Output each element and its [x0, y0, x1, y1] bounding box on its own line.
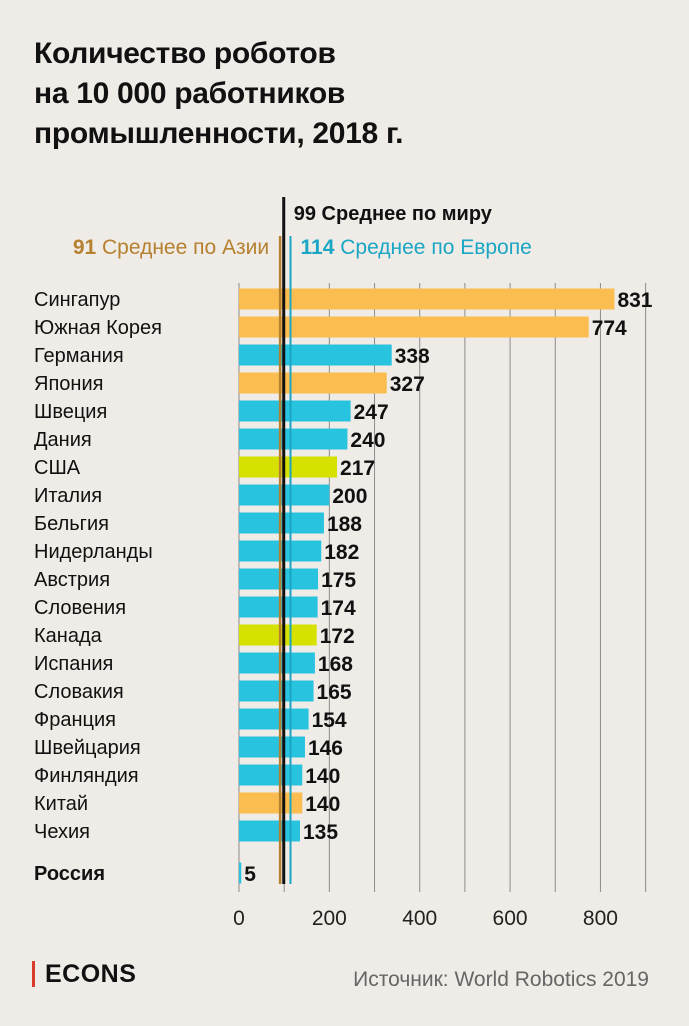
- brand-name: ECONS: [45, 959, 137, 988]
- reference-label-asia: 91 Среднее по Азии: [73, 236, 269, 259]
- data-label: 174: [321, 597, 356, 620]
- category-label: Канада: [34, 625, 103, 647]
- brand-accent-bar: [32, 961, 35, 987]
- category-label: Южная Корея: [34, 317, 162, 339]
- category-label: Нидерланды: [34, 541, 153, 563]
- data-label: 154: [312, 709, 347, 732]
- category-label: Испания: [34, 653, 113, 675]
- bar: [239, 792, 303, 814]
- data-label: 146: [308, 737, 343, 760]
- bar: [239, 680, 314, 702]
- category-label: Россия: [34, 863, 105, 885]
- data-label: 175: [321, 569, 356, 592]
- bar: [239, 372, 387, 394]
- data-label: 240: [350, 429, 385, 452]
- reference-label-world: 99 Среднее по миру: [294, 203, 493, 225]
- category-label: Италия: [34, 485, 102, 507]
- title-line-3: промышленности, 2018 г.: [34, 117, 404, 150]
- title-line-2: на 10 000 работников: [34, 77, 345, 110]
- data-label: 338: [395, 345, 430, 368]
- category-label: Австрия: [34, 569, 110, 591]
- x-tick-label: 400: [402, 907, 437, 930]
- x-tick-label: 800: [583, 907, 618, 930]
- bar: [239, 708, 309, 730]
- category-label: Швейцария: [34, 737, 141, 759]
- bar: [239, 428, 348, 450]
- data-label: 200: [332, 485, 367, 508]
- bar: [239, 862, 242, 884]
- data-label: 135: [303, 821, 338, 844]
- category-label: Япония: [34, 373, 103, 395]
- source-note: Источник: World Robotics 2019: [353, 968, 649, 991]
- category-label: Франция: [34, 709, 116, 731]
- bar: [239, 736, 305, 758]
- data-label: 188: [327, 513, 362, 536]
- x-tick-label: 200: [312, 907, 347, 930]
- data-label: 217: [340, 457, 375, 480]
- data-label: 831: [617, 289, 652, 312]
- category-label: Словения: [34, 597, 126, 619]
- data-label: 165: [317, 681, 352, 704]
- bar: [239, 316, 589, 338]
- bar: [239, 568, 319, 590]
- category-label: Словакия: [34, 681, 124, 703]
- bar: [239, 652, 315, 674]
- bar: [239, 400, 351, 422]
- category-label: Швеция: [34, 401, 107, 423]
- category-label: Китай: [34, 793, 88, 815]
- bar: [239, 624, 317, 646]
- data-label: 182: [324, 541, 359, 564]
- data-label: 172: [320, 625, 355, 648]
- category-label: США: [34, 457, 81, 479]
- data-label: 774: [592, 317, 627, 340]
- bar: [239, 764, 303, 786]
- data-label: 247: [354, 401, 389, 424]
- bar: [239, 344, 392, 366]
- brand-logo: ECONS: [32, 958, 136, 990]
- category-label: Чехия: [34, 821, 90, 843]
- data-label: 168: [318, 653, 353, 676]
- category-label: Сингапур: [34, 289, 120, 311]
- x-tick-label: 600: [493, 907, 528, 930]
- category-label: Дания: [34, 429, 92, 451]
- x-tick-label: 0: [233, 907, 245, 930]
- bar: [239, 456, 338, 478]
- bar: [239, 596, 318, 618]
- bar: [239, 288, 615, 310]
- bar: [239, 512, 324, 534]
- chart-title: Количество роботов на 10 000 работников …: [34, 34, 654, 154]
- category-label: Финляндия: [34, 765, 139, 787]
- reference-label-europe: 114 Среднее по Европе: [301, 236, 532, 259]
- data-label: 327: [390, 373, 425, 396]
- title-line-1: Количество роботов: [34, 37, 336, 70]
- data-label: 140: [305, 793, 340, 816]
- data-label: 140: [305, 765, 340, 788]
- category-label: Германия: [34, 345, 124, 367]
- category-label: Бельгия: [34, 513, 109, 535]
- data-label: 5: [244, 863, 256, 886]
